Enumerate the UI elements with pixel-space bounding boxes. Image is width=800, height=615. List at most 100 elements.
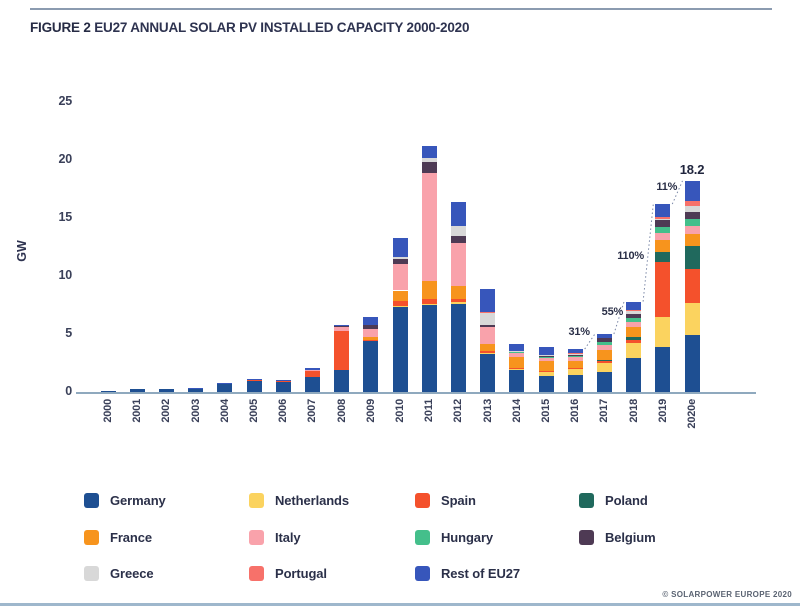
x-label-2016: 2016 bbox=[569, 399, 582, 423]
bar-segment-italy-2015 bbox=[538, 357, 554, 361]
bar-segment-greece-2010 bbox=[392, 257, 408, 259]
bar-segment-france-2016 bbox=[567, 361, 583, 369]
bar-segment-hungary-2016 bbox=[567, 356, 583, 358]
x-label-2002: 2002 bbox=[160, 399, 173, 423]
figure-title-text: EU27 ANNUAL SOLAR PV INSTALLED CAPACITY … bbox=[90, 20, 470, 35]
legend-label-portugal: Portugal bbox=[275, 566, 327, 581]
growth-line-2018-2019 bbox=[642, 204, 654, 302]
bar-segment-spain-2017 bbox=[596, 361, 612, 363]
bar-segment-belgium-2014 bbox=[509, 351, 525, 353]
bar-segment-germany-2004 bbox=[217, 383, 233, 392]
bar-segment-netherlands-2018 bbox=[626, 343, 642, 359]
bar-segment-germany-2003 bbox=[188, 388, 204, 392]
bar-segment-rest-of-eu27-2012 bbox=[450, 201, 466, 226]
bar-segment-germany-2020e bbox=[684, 335, 700, 392]
bar-segment-spain-2007 bbox=[304, 370, 320, 377]
bar-segment-belgium-2016 bbox=[567, 354, 583, 357]
x-label-2006: 2006 bbox=[277, 399, 290, 423]
bar-segment-netherlands-2015 bbox=[538, 371, 554, 376]
x-label-2004: 2004 bbox=[218, 399, 231, 423]
bar-segment-rest-of-eu27-2008 bbox=[334, 324, 350, 327]
bar-segment-rest-of-eu27-2018 bbox=[626, 301, 642, 311]
copyright-notice: © SOLARPOWER EUROPE 2020 bbox=[662, 590, 792, 599]
annotation-55pct: 55% bbox=[601, 306, 624, 318]
bar-segment-italy-2010 bbox=[392, 263, 408, 291]
bar-segment-netherlands-2013 bbox=[480, 352, 496, 354]
legend-swatch-france bbox=[84, 529, 99, 545]
x-label-2017: 2017 bbox=[598, 399, 611, 423]
bar-segment-rest-of-eu27-2009 bbox=[363, 317, 379, 326]
bar-segment-italy-2013 bbox=[480, 327, 496, 345]
bar-segment-france-2017 bbox=[596, 349, 612, 361]
bar-segment-germany-2000 bbox=[100, 390, 116, 392]
x-label-2013: 2013 bbox=[481, 399, 494, 423]
legend-label-spain: Spain bbox=[441, 493, 476, 508]
legend-label-netherlands: Netherlands bbox=[275, 493, 350, 508]
legend-item-rest-of-eu27: Rest of EU27 bbox=[415, 566, 520, 581]
x-label-2020e: 2020e bbox=[686, 399, 698, 429]
legend-item-portugal: Portugal bbox=[249, 566, 327, 581]
x-label-2011: 2011 bbox=[423, 399, 436, 423]
bar-segment-germany-2019 bbox=[655, 346, 671, 392]
bar-segment-germany-2005 bbox=[246, 380, 262, 392]
bar-segment-france-2013 bbox=[480, 344, 496, 352]
bar-segment-spain-2015 bbox=[538, 371, 554, 372]
bar-segment-germany-2010 bbox=[392, 306, 408, 392]
bar-segment-greece-2011 bbox=[421, 157, 437, 163]
legend-item-germany: Germany bbox=[84, 493, 166, 508]
bar-segment-italy-2009 bbox=[363, 328, 379, 338]
x-label-2015: 2015 bbox=[540, 399, 552, 423]
bar-segment-netherlands-2017 bbox=[596, 363, 612, 373]
bar-segment-france-2011 bbox=[421, 281, 437, 300]
y-tick-0: 0 bbox=[65, 384, 72, 398]
bar-segment-greece-2012 bbox=[450, 225, 466, 236]
bar-segment-belgium-2011 bbox=[421, 162, 437, 174]
bar-segment-germany-2012 bbox=[450, 303, 466, 392]
bar-segment-belgium-2019 bbox=[655, 220, 671, 227]
figure-number: FIGURE 2 bbox=[30, 20, 91, 35]
legend-swatch-rest-of-eu27 bbox=[415, 566, 430, 581]
bar-segment-france-2019 bbox=[655, 240, 671, 252]
bar-segment-netherlands-2010 bbox=[392, 305, 408, 307]
bar-segment-rest-of-eu27-2003 bbox=[188, 387, 204, 389]
bar-segment-belgium-2013 bbox=[480, 324, 496, 328]
bar-segment-germany-2009 bbox=[363, 340, 379, 392]
bar-segment-netherlands-2012 bbox=[450, 302, 466, 304]
bar-segment-poland-2017 bbox=[596, 360, 612, 362]
bar-segment-france-2020e bbox=[684, 234, 700, 246]
x-label-2005: 2005 bbox=[248, 399, 260, 423]
bar-segment-spain-2012 bbox=[450, 299, 466, 303]
x-label-2001: 2001 bbox=[131, 399, 144, 423]
bar-segment-netherlands-2020e bbox=[684, 302, 700, 336]
y-tick-5: 5 bbox=[65, 326, 72, 340]
bar-segment-greece-2018 bbox=[626, 311, 642, 314]
x-label-2008: 2008 bbox=[335, 399, 348, 423]
bar-segment-greece-2013 bbox=[480, 313, 496, 325]
bar-segment-belgium-2018 bbox=[626, 313, 642, 318]
bar-segment-greece-2019 bbox=[655, 218, 671, 221]
legend-label-france: France bbox=[110, 529, 153, 545]
x-label-2003: 2003 bbox=[189, 399, 202, 423]
legend-item-netherlands: Netherlands bbox=[249, 493, 349, 508]
legend-label-germany: Germany bbox=[110, 493, 166, 508]
bar-segment-italy-2018 bbox=[626, 322, 642, 328]
bar-segment-spain-2019 bbox=[655, 262, 671, 317]
bar-segment-rest-of-eu27-2017 bbox=[596, 334, 612, 339]
bar-segment-italy-2017 bbox=[596, 345, 612, 350]
bar-segment-greece-2020e bbox=[684, 206, 700, 213]
bar-segment-netherlands-2011 bbox=[421, 303, 437, 305]
bar-segment-rest-of-eu27-2006 bbox=[275, 379, 291, 381]
bar-segment-spain-2005 bbox=[246, 379, 262, 381]
x-label-2014: 2014 bbox=[510, 399, 523, 423]
bar-segment-germany-2018 bbox=[626, 358, 642, 392]
bar-segment-rest-of-eu27-2016 bbox=[567, 349, 583, 354]
bar-segment-germany-2016 bbox=[567, 374, 583, 392]
bar-segment-spain-2011 bbox=[421, 299, 437, 304]
bar-segment-italy-2014 bbox=[509, 352, 525, 358]
bar-segment-poland-2018 bbox=[626, 337, 642, 340]
legend-item-greece: Greece bbox=[84, 566, 154, 581]
legend-swatch-spain bbox=[415, 493, 430, 508]
legend-item-france: France bbox=[84, 529, 153, 545]
x-label-2007: 2007 bbox=[306, 399, 319, 423]
